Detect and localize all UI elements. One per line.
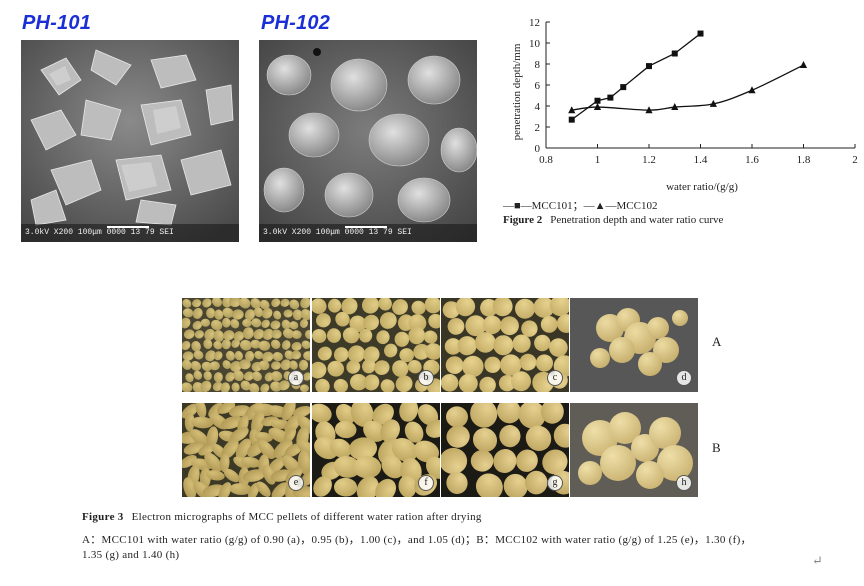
figure2-text: Penetration depth and water ratio curve (550, 214, 724, 226)
figure2-label: Figure 2 (503, 214, 543, 226)
panel-label-b: b (418, 370, 434, 386)
x-tick-label: 0.8 (539, 154, 553, 166)
y-tick-label: 6 (535, 80, 541, 92)
x-tick-label: 1.2 (642, 154, 656, 166)
figure3-caption-line1: A：MCC101 with water ratio (g/g) of 0.90 … (82, 534, 752, 546)
panel-label-a: a (288, 370, 304, 386)
scale-bar (345, 226, 387, 228)
sem-image-ph102: 3.0kV X200 100μm 0000 13 79 SEI (259, 40, 477, 242)
figure2-caption: Figure 2 Penetration depth and water rati… (503, 214, 723, 226)
pellet-photo-d: d (570, 298, 698, 392)
y-tick-label: 0 (535, 143, 541, 155)
data-point-mcc101 (594, 97, 601, 104)
data-point-mcc102 (748, 86, 756, 94)
y-tick-label: 2 (535, 122, 541, 134)
x-axis-label: water ratio/(g/g) (666, 181, 738, 193)
sem-info-bar: 3.0kV X200 100μm 0000 13 79 SEI (21, 224, 239, 242)
chart-legend: —■—MCC101；—▲—MCC102 (503, 200, 658, 212)
panel-label-g: g (547, 475, 563, 491)
data-point-mcc102 (568, 106, 576, 114)
figure3-label: Figure 3 (82, 511, 124, 523)
x-tick-label: 1 (595, 154, 601, 166)
chart-ticks: 0.8 1 1.2 1.4 1.6 1.8 2 0 2 4 6 8 10 12 (529, 17, 858, 166)
x-tick-label: 1.8 (797, 154, 811, 166)
sem-image-ph101: 3.0kV X200 100μm 0000 13 79 SEI (21, 40, 239, 242)
y-tick-label: 8 (535, 59, 541, 71)
data-point-mcc101 (671, 50, 678, 57)
data-point-mcc101 (568, 116, 575, 123)
figure3-caption: Figure 3 Electron micrographs of MCC pell… (82, 511, 482, 523)
panel-label-e: e (288, 475, 304, 491)
row-label-a: A (712, 334, 722, 349)
return-mark: ↵ (812, 553, 823, 568)
penetration-chart: 0.8 1 1.2 1.4 1.6 1.8 2 0 2 4 6 8 10 12 penetration d… (511, 17, 858, 193)
y-axis-label: penetration depth/mm (511, 43, 523, 140)
data-point-mcc102 (645, 106, 653, 114)
panel-label-c: c (547, 370, 563, 386)
panel-label-h: h (676, 475, 692, 491)
row-label-b: B (712, 440, 721, 455)
data-point-mcc101 (607, 94, 614, 101)
figure3-caption-line2: 1.35 (g) and 1.40 (h) (82, 549, 180, 561)
sem-title-ph102: PH-102 (261, 12, 331, 34)
data-point-mcc102 (593, 103, 602, 111)
sem-info-bar: 3.0kV X200 100μm 0000 13 79 SEI (259, 224, 477, 242)
series-line-mcc102 (571, 64, 804, 111)
sem-title-ph101: PH-101 (22, 12, 92, 34)
figure3-title: Electron micrographs of MCC pellets of d… (131, 511, 482, 523)
x-tick-label: 1.6 (745, 154, 759, 166)
y-tick-label: 12 (529, 17, 540, 29)
x-tick-label: 2 (852, 154, 858, 166)
chart-axes (545, 22, 855, 149)
chart-series (568, 30, 808, 123)
pellet-photo-g: g (441, 403, 569, 497)
pellet-photo-h: h (570, 403, 698, 497)
panel-label-f: f (418, 475, 434, 491)
data-point-mcc102 (671, 103, 679, 111)
y-tick-label: 10 (529, 38, 541, 50)
scale-bar (107, 226, 149, 228)
data-point-mcc102 (709, 99, 717, 107)
y-tick-label: 4 (535, 101, 541, 113)
data-point-mcc101 (697, 30, 704, 37)
pellet-photo-a: a (182, 298, 310, 392)
data-point-mcc102 (799, 61, 808, 69)
data-point-mcc101 (620, 84, 627, 91)
pellet-photo-c: c (441, 298, 569, 392)
panel-label-d: d (676, 370, 692, 386)
pellet-photo-e: e (182, 403, 310, 497)
pellet-photo-f: f (312, 403, 440, 497)
x-tick-label: 1.4 (694, 154, 708, 166)
data-point-mcc101 (646, 63, 652, 70)
pellet-photo-b: b (312, 298, 440, 392)
